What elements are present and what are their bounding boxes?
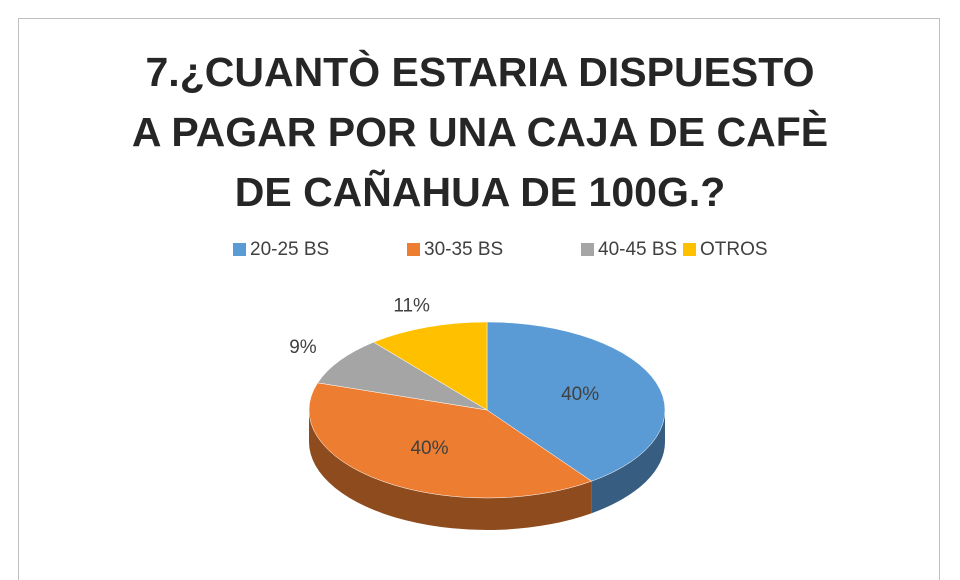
legend-label: 30-35 BS [424,239,503,260]
chart-frame [18,18,940,580]
slice-side [591,410,665,514]
legend-swatch [407,243,420,256]
legend-label: 40-45 BS [598,239,677,260]
legend-swatch [233,243,246,256]
data-label: 11% [393,296,430,317]
chart-title: 7.¿CUANTÒ ESTARIA DISPUESTO A PAGAR POR … [131,49,829,215]
slice [486,321,666,482]
slice [317,341,488,411]
slice-side [309,410,592,530]
slice [372,321,488,411]
data-label: 40% [410,438,448,459]
legend-swatch [581,243,594,256]
legend-label: 20-25 BS [250,239,329,260]
legend-swatch [683,243,696,256]
data-label: 9% [289,337,317,358]
slice [308,382,593,499]
data-label: 40% [561,384,599,405]
legend-label: OTROS [700,239,768,260]
